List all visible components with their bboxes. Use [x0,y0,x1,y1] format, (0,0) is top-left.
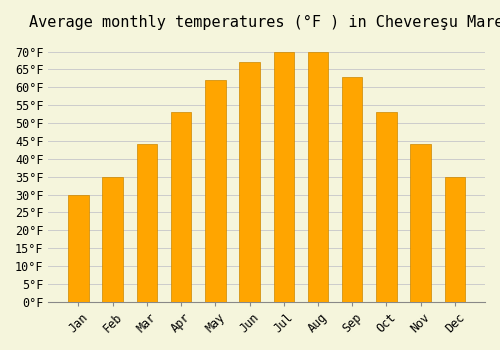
Title: Average monthly temperatures (°F ) in Chevereşu Mare: Average monthly temperatures (°F ) in Ch… [30,15,500,30]
Bar [171,112,192,302]
Bar [68,195,88,302]
Bar [274,51,294,302]
Bar [376,112,396,302]
Bar [410,145,431,302]
Bar [308,51,328,302]
Bar [205,80,226,302]
Bar [342,77,362,302]
Bar [136,145,157,302]
Bar [240,62,260,302]
Bar [444,177,465,302]
Bar [102,177,123,302]
